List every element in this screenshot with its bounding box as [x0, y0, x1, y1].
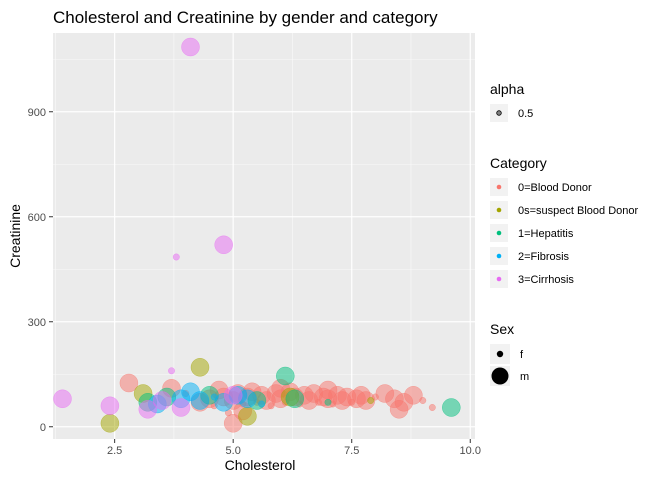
legend-category-label: 1=Hepatitis [518, 228, 574, 240]
point-1-f [324, 398, 332, 406]
point-2-m [190, 391, 210, 410]
point-0-m [119, 373, 139, 393]
legend-sex-symbol-m [491, 367, 509, 385]
legend-sex-title: Sex [490, 321, 514, 337]
legend-category-swatch [496, 184, 502, 190]
point-0s-m [190, 358, 210, 377]
x-tick-label: 7.5 [344, 445, 359, 457]
y-axis-title: Creatinine [7, 204, 23, 268]
legend-category-swatch [496, 276, 502, 282]
point-1-m [285, 389, 305, 409]
point-3-m [214, 235, 233, 255]
legend-category: Category 0=Blood Donor 0s=suspect Blood D… [490, 155, 638, 288]
point-0-f [428, 404, 436, 411]
legend-category-label: 0=Blood Donor [518, 182, 592, 194]
point-3-m [181, 37, 200, 57]
legend-alpha-symbol [496, 110, 502, 116]
data-points [53, 37, 461, 433]
x-tick-label: 10.0 [460, 445, 481, 457]
point-0-f [267, 402, 275, 410]
axes: 2.5 5.0 7.5 10.0 0 300 600 900 [28, 107, 481, 457]
legend-category-label: 2=Fibrosis [518, 251, 570, 263]
point-3-f [172, 253, 180, 261]
y-tick-label: 0 [40, 422, 46, 434]
legend-sex-label-f: f [520, 349, 524, 361]
point-0-f [419, 397, 427, 404]
x-tick-label: 5.0 [226, 445, 241, 457]
point-3-m [138, 400, 158, 419]
legend-alpha-title: alpha [490, 81, 524, 97]
legend-category-label: 3=Cirrhosis [518, 274, 574, 286]
point-0s-f [367, 397, 375, 404]
legend-category-swatch [496, 207, 502, 213]
point-1-m [276, 366, 295, 386]
point-3-m [152, 391, 172, 410]
point-3-m [100, 396, 120, 416]
chart-title: Cholesterol and Creatinine by gender and… [53, 8, 438, 27]
legend-category-title: Category [490, 155, 547, 171]
point-2-f [258, 400, 266, 408]
y-tick-label: 900 [28, 107, 46, 119]
legend-category-swatch [496, 253, 502, 259]
point-1-m [442, 398, 461, 417]
y-tick-label: 600 [28, 212, 46, 224]
point-3-m [171, 398, 191, 417]
legend-category-swatch [496, 230, 502, 236]
legend-alpha-label: 0.5 [518, 108, 533, 120]
legend-sex: Sex f m [490, 321, 529, 386]
point-0-m [356, 391, 376, 410]
point-0-m [318, 380, 338, 400]
legend-sex-label-m: m [520, 371, 529, 383]
y-tick-label: 300 [28, 317, 46, 329]
point-0-m [404, 386, 423, 405]
legend-alpha: alpha 0.5 [490, 81, 533, 122]
plot-panel [53, 33, 475, 439]
point-0-m [389, 400, 409, 419]
point-0s-m [100, 414, 120, 433]
x-axis-title: Cholesterol [225, 457, 296, 473]
legend-category-label: 0s=suspect Blood Donor [518, 205, 638, 217]
grid-lines [53, 33, 475, 439]
legend-sex-symbol-f [496, 350, 504, 358]
point-3-m [53, 389, 72, 409]
point-3-m [223, 386, 243, 405]
point-3-f [168, 367, 175, 375]
x-tick-label: 2.5 [107, 445, 122, 457]
point-0s-m [238, 407, 257, 426]
